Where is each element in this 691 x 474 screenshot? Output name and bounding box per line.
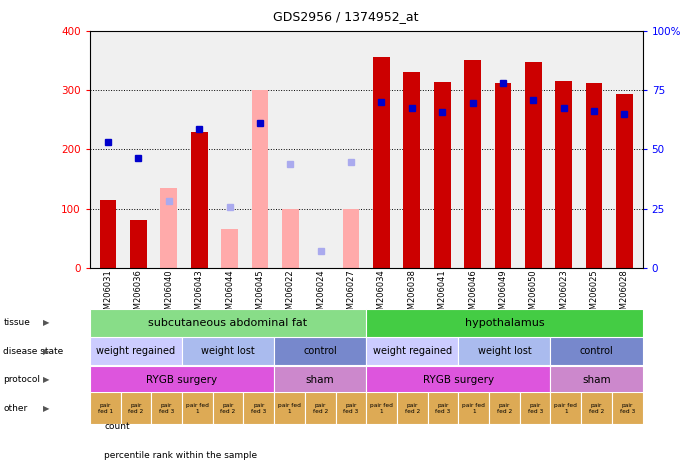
Bar	[586, 83, 603, 268]
Text: weight lost: weight lost	[201, 346, 255, 356]
Bar	[458, 392, 489, 424]
Bar	[160, 188, 177, 268]
Bar	[221, 229, 238, 268]
Text: pair
fed 3: pair fed 3	[527, 403, 542, 413]
Text: percentile rank within the sample: percentile rank within the sample	[104, 452, 258, 460]
Text: GDS2956 / 1374952_at: GDS2956 / 1374952_at	[273, 10, 418, 23]
Bar	[120, 392, 151, 424]
Bar	[581, 392, 612, 424]
Text: pair fed
1: pair fed 1	[554, 403, 577, 413]
Bar	[458, 337, 551, 365]
Bar	[130, 220, 146, 268]
Text: weight regained: weight regained	[372, 346, 452, 356]
Bar	[495, 83, 511, 268]
Text: count: count	[104, 422, 130, 431]
Bar	[551, 392, 581, 424]
Bar	[213, 392, 243, 424]
Text: ▶: ▶	[44, 347, 50, 356]
Text: control: control	[580, 346, 614, 356]
Bar	[336, 392, 366, 424]
Text: sham: sham	[583, 374, 611, 385]
Bar	[305, 392, 336, 424]
Text: other: other	[3, 404, 28, 412]
Text: pair fed
1: pair fed 1	[278, 403, 301, 413]
Bar	[343, 209, 359, 268]
Text: pair
fed 2: pair fed 2	[312, 403, 328, 413]
Bar	[366, 309, 643, 337]
Bar	[525, 62, 542, 268]
Text: pair
fed 3: pair fed 3	[343, 403, 359, 413]
Bar	[274, 366, 366, 393]
Bar	[366, 366, 551, 393]
Text: pair
fed 3: pair fed 3	[435, 403, 451, 413]
Text: weight lost: weight lost	[477, 346, 531, 356]
Bar	[100, 200, 116, 268]
Bar	[373, 57, 390, 268]
Text: control: control	[303, 346, 337, 356]
Text: pair
fed 3: pair fed 3	[620, 403, 635, 413]
Bar	[252, 90, 268, 268]
Bar	[274, 337, 366, 365]
Bar	[428, 392, 458, 424]
Text: pair
fed 2: pair fed 2	[497, 403, 512, 413]
Text: tissue: tissue	[3, 319, 30, 327]
Text: pair fed
1: pair fed 1	[462, 403, 485, 413]
Bar	[243, 392, 274, 424]
Text: hypothalamus: hypothalamus	[464, 318, 545, 328]
Text: disease state: disease state	[3, 347, 64, 356]
Bar	[556, 81, 572, 268]
Text: RYGB surgery: RYGB surgery	[146, 374, 218, 385]
Bar	[612, 392, 643, 424]
Text: pair fed
1: pair fed 1	[186, 403, 209, 413]
Bar	[182, 337, 274, 365]
Text: pair
fed 2: pair fed 2	[129, 403, 144, 413]
Bar	[191, 132, 207, 268]
Bar	[90, 337, 182, 365]
Text: pair
fed 1: pair fed 1	[97, 403, 113, 413]
Text: pair
fed 3: pair fed 3	[159, 403, 174, 413]
Bar	[90, 366, 274, 393]
Bar	[520, 392, 551, 424]
Text: pair
fed 2: pair fed 2	[220, 403, 236, 413]
Text: pair fed
1: pair fed 1	[370, 403, 393, 413]
Text: protocol: protocol	[3, 375, 41, 384]
Text: RYGB surgery: RYGB surgery	[423, 374, 494, 385]
Bar	[616, 94, 633, 268]
Bar	[90, 392, 120, 424]
Text: pair
fed 2: pair fed 2	[405, 403, 420, 413]
Bar	[404, 73, 420, 268]
Bar	[551, 366, 643, 393]
Bar	[366, 392, 397, 424]
Text: ▶: ▶	[44, 375, 50, 384]
Bar	[489, 392, 520, 424]
Text: pair
fed 2: pair fed 2	[589, 403, 604, 413]
Bar	[434, 82, 451, 268]
Text: sham: sham	[306, 374, 334, 385]
Bar	[182, 392, 213, 424]
Text: weight regained: weight regained	[96, 346, 176, 356]
Bar	[366, 337, 458, 365]
Text: ▶: ▶	[44, 404, 50, 412]
Bar	[464, 61, 481, 268]
Text: subcutaneous abdominal fat: subcutaneous abdominal fat	[149, 318, 307, 328]
Text: pair
fed 3: pair fed 3	[251, 403, 266, 413]
Bar	[274, 392, 305, 424]
Text: ▶: ▶	[44, 319, 50, 327]
Bar	[90, 309, 366, 337]
Bar	[551, 337, 643, 365]
Bar	[151, 392, 182, 424]
Bar	[282, 209, 299, 268]
Bar	[397, 392, 428, 424]
